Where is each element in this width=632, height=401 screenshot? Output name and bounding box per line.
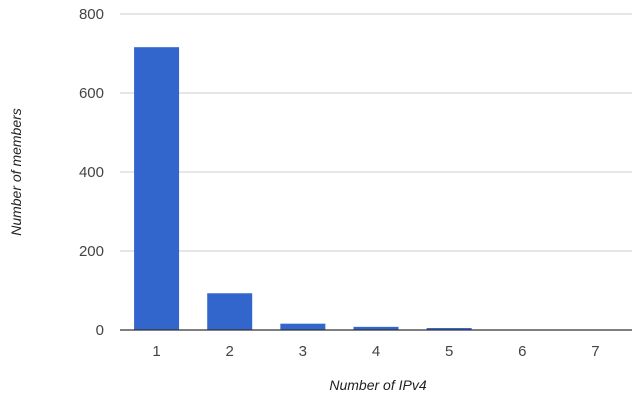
x-tick-label: 7 [591,343,599,360]
x-tick-label: 3 [299,343,307,360]
y-tick-label: 200 [79,243,104,260]
gridlines [120,13,632,252]
y-tick-label: 600 [79,85,104,102]
x-tick-label: 4 [372,343,380,360]
y-axis-title: Number of members [8,108,24,236]
y-tick-label: 800 [79,6,104,23]
x-axis-title: Number of IPv4 [329,377,426,393]
x-tick-label: 5 [445,343,453,360]
y-tick-label: 0 [96,322,104,339]
x-tick-label: 6 [518,343,526,360]
bar [353,326,399,330]
bars [134,47,618,331]
bar [134,47,180,331]
x-tick-label: 2 [226,343,234,360]
bar [207,293,253,330]
bar [280,323,326,330]
y-axis-tick-labels: 0 200 400 600 800 [79,6,104,339]
x-axis-tick-labels: 1 2 3 4 5 6 7 [152,343,599,360]
y-tick-label: 400 [79,164,104,181]
x-tick-label: 1 [152,343,160,360]
bar [426,328,472,330]
